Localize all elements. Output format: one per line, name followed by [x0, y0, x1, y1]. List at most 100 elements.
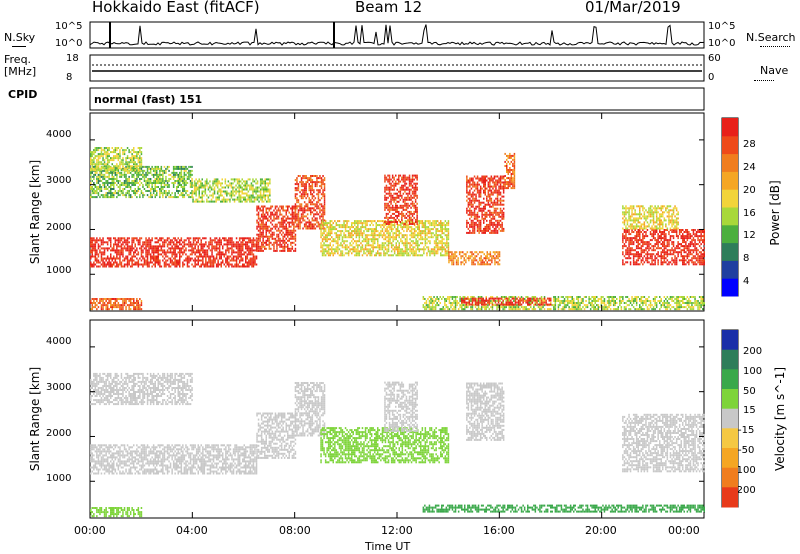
power-cell	[440, 240, 442, 243]
power-cell	[354, 220, 356, 223]
power-cell	[366, 250, 368, 253]
power-cell	[174, 175, 176, 178]
power-cell	[323, 189, 326, 192]
power-cell	[128, 149, 130, 152]
power-cell	[367, 238, 370, 241]
power-cell	[374, 234, 376, 237]
power-cell	[156, 241, 158, 244]
power-cell	[319, 203, 321, 206]
power-cell	[252, 200, 254, 203]
power-cell	[279, 229, 281, 232]
power-cell	[271, 219, 274, 222]
power-cell	[256, 182, 259, 185]
power-cell	[470, 183, 473, 186]
power-cell	[316, 213, 318, 216]
power-cell	[332, 228, 334, 231]
power-cell	[354, 228, 356, 231]
power-cell	[114, 147, 117, 149]
power-cell	[357, 244, 359, 247]
power-cell	[313, 215, 315, 218]
power-cell	[133, 173, 135, 176]
power-cell	[156, 249, 158, 252]
power-cell	[198, 194, 200, 197]
power-cell	[483, 209, 485, 212]
power-cell	[134, 163, 136, 166]
power-cell	[102, 261, 104, 264]
power-cell	[323, 187, 326, 190]
power-cell	[374, 230, 376, 233]
power-cell	[320, 205, 323, 208]
power-cell	[256, 205, 258, 208]
power-cell	[145, 171, 147, 174]
power-cell	[418, 244, 420, 247]
power-cell	[401, 186, 403, 189]
power-cell	[238, 243, 241, 246]
power-cell	[465, 261, 467, 264]
power-cell	[133, 180, 135, 182]
power-cell	[282, 207, 284, 210]
power-cell	[367, 244, 370, 247]
power-cell	[472, 253, 475, 256]
power-cell	[302, 207, 304, 210]
power-cell	[486, 251, 488, 254]
power-cell	[463, 263, 465, 266]
power-cell	[200, 265, 202, 268]
power-cell	[191, 186, 193, 188]
power-cell	[131, 190, 133, 192]
power-cell	[185, 239, 187, 242]
power-cell	[186, 194, 189, 197]
power-cell	[313, 219, 315, 222]
power-cell	[273, 219, 275, 222]
power-cell	[201, 184, 203, 187]
power-cell	[323, 177, 326, 180]
power-cell	[222, 251, 224, 254]
power-cell	[114, 171, 117, 174]
power-cell	[94, 163, 97, 166]
power-cell	[441, 222, 443, 225]
velocity-cbar-tick-m15: -15	[738, 425, 755, 436]
power-cell	[246, 261, 249, 264]
power-cell	[337, 248, 339, 251]
power-cell	[209, 255, 212, 258]
power-cell	[91, 247, 93, 250]
power-cell	[476, 205, 479, 208]
power-cell	[446, 246, 448, 249]
power-cell	[408, 182, 411, 185]
power-cell	[139, 196, 141, 199]
power-cell	[264, 184, 266, 187]
power-cell	[265, 223, 267, 226]
power-cell	[283, 225, 286, 228]
power-cell	[119, 237, 121, 240]
power-cell	[408, 196, 411, 199]
power-cell	[357, 232, 359, 235]
power-cell	[242, 243, 244, 246]
power-cell	[415, 240, 417, 243]
power-cell	[256, 233, 258, 236]
power-cell	[484, 211, 486, 214]
power-cell	[123, 151, 126, 154]
power-cell	[262, 215, 264, 218]
power-cell	[262, 209, 264, 212]
power-cell	[113, 192, 115, 195]
power-cell	[446, 222, 448, 225]
power-cell	[191, 184, 193, 186]
power-cell	[116, 171, 118, 174]
power-cell	[294, 215, 297, 218]
power-cell	[241, 178, 243, 181]
power-cell	[99, 180, 101, 182]
power-cell	[370, 230, 373, 233]
power-cell	[440, 248, 442, 251]
power-cell	[90, 157, 92, 160]
power-cell	[306, 213, 309, 216]
power-cell	[317, 225, 320, 228]
power-cell	[91, 167, 93, 170]
power-cell	[395, 246, 397, 249]
power-cell	[478, 205, 480, 208]
power-cell	[125, 196, 127, 199]
power-cell	[308, 183, 310, 186]
power-cell	[125, 249, 127, 252]
power-cell	[94, 190, 97, 192]
power-cell	[294, 221, 297, 224]
power-cell	[488, 263, 490, 266]
power-cell	[122, 149, 124, 152]
